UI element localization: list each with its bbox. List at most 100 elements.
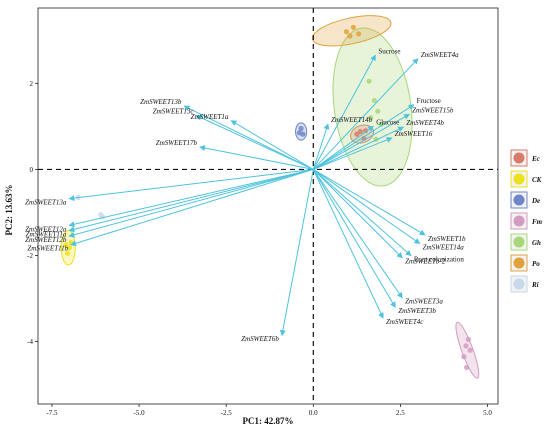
point-ec	[362, 128, 369, 134]
y-tick-label: 0	[30, 166, 34, 174]
x-axis-title: PC1: 42.87%	[243, 416, 294, 426]
loading-label-zmsweet6b: ZmSWEET6b	[241, 335, 279, 343]
loading-label-zmsweet1a: ZmSWEET1a	[191, 113, 229, 121]
point-gh	[371, 97, 377, 104]
loading-label-zmsweet13a: ZmSWEET13a	[25, 199, 67, 207]
point-fm	[467, 347, 473, 353]
point-ck	[63, 242, 69, 248]
loading-label-zmsweet13b: ZmSWEET13b	[140, 98, 182, 106]
loading-label-zmsweetb-2: ZmSWEETb-2	[405, 258, 446, 266]
x-tick-label: 5.0	[483, 409, 492, 417]
point-fm	[464, 364, 470, 371]
legend-item-po: Po	[510, 254, 540, 272]
loading-label-zmsweet14a: ZmSWEET14a	[423, 243, 465, 251]
y-axis-ticks: 2 0 -2 -4	[27, 80, 38, 346]
loading-label-zmsweet12b: ZmSWEET12b	[25, 236, 67, 244]
loading-arrow-zmsweet3b	[312, 169, 396, 309]
legend-swatch-po	[513, 257, 525, 269]
loading-label-zmsweet4a: ZmSWEET4a	[421, 51, 459, 59]
legend-item-gh: Gh	[510, 233, 541, 251]
loading-label-zmsweet1b: ZmSWEET1b	[428, 235, 466, 243]
loading-label-zmsweet11b: ZmSWEET11b	[27, 245, 68, 253]
loading-arrow-fructose	[313, 104, 415, 170]
x-tick-label: -5.0	[134, 409, 146, 417]
point-gh	[368, 115, 374, 121]
loading-label-zmsweet14b: ZmSWEET14b	[331, 116, 373, 124]
loading-arrow-zmsweet14a	[313, 169, 421, 245]
x-tick-label: 2.5	[396, 409, 405, 417]
x-tick-label: -2.5	[221, 409, 233, 417]
legend-item-ck: CK	[510, 170, 543, 188]
legend-label-fm: Fm	[532, 218, 543, 226]
loading-arrow-glucose	[313, 125, 375, 170]
loading-arrow-zmsweet11b	[70, 168, 314, 247]
legend-swatch-de	[513, 194, 525, 206]
loading-arrow-zmsweet13a	[68, 168, 314, 202]
point-gh	[366, 78, 372, 84]
legend-item-fm: Fm	[510, 212, 543, 230]
point-ec	[354, 131, 360, 137]
point-ck	[66, 245, 72, 251]
point-gh	[378, 121, 384, 127]
x-tick-label: 0.0	[309, 409, 318, 417]
loading-arrow-zmsweet6b	[279, 169, 314, 337]
legend-label-ck: CK	[532, 176, 543, 184]
loading-arrow-zmsweet13c	[195, 114, 314, 170]
loading-arrow-zmsweet16	[313, 137, 393, 170]
legend-swatch-ec	[513, 152, 525, 164]
legend-item-ri: Ri	[510, 275, 539, 293]
point-de	[298, 125, 304, 132]
loading-arrow-zmsweet12b	[68, 168, 314, 238]
legend-label-gh: Gh	[532, 239, 541, 247]
legend-swatch-gh	[513, 236, 525, 248]
loading-label-zmsweet3b: ZmSWEET3b	[398, 307, 436, 315]
point-ck	[65, 250, 71, 256]
loading-label-zmsweet12a: ZmSWEET12a	[25, 225, 67, 233]
point-gh	[375, 108, 381, 114]
loading-label-zmsweet4c: ZmSWEET4c	[386, 318, 424, 326]
loading-arrow-zmsweet17b	[199, 145, 314, 170]
plot-frame	[37, 7, 499, 405]
point-fm	[461, 354, 467, 360]
group-points	[63, 24, 473, 371]
loading-label-zmsweet17b: ZmSWEET17b	[156, 139, 198, 147]
point-po	[356, 31, 362, 37]
loading-arrow-zmsweet15b	[313, 113, 411, 170]
point-fm	[465, 336, 471, 343]
point-fm	[463, 343, 469, 349]
point-po	[343, 29, 350, 35]
loading-label-zmsweet4b: ZmSWEET4b	[406, 119, 444, 127]
loading-label-zmsweet3a: ZmSWEET3a	[405, 298, 443, 306]
loading-label-zmsweet15b: ZmSWEET15b	[412, 106, 454, 114]
x-tick-label: -7.5	[46, 409, 58, 417]
legend-label-ri: Ri	[531, 281, 539, 289]
y-tick-label: 2	[30, 80, 34, 88]
y-axis-title: PC2: 13.63%	[4, 185, 14, 236]
y-tick-label: -4	[27, 338, 33, 346]
loading-arrow-zmsweet4a	[312, 58, 419, 170]
loading-arrow-zmsweet14b	[312, 123, 330, 170]
loading-label-fructose: Fructose	[417, 97, 441, 105]
loading-arrow-zmsweetb-2	[312, 169, 403, 259]
reference-lines	[38, 8, 498, 404]
loading-label-root-colonization: Root colonization	[414, 256, 464, 264]
loading-label-zmsweet13c: ZmSWEET13c	[153, 108, 195, 116]
ellipse-po	[311, 15, 392, 47]
legend-label-ec: Ec	[531, 155, 540, 163]
loading-label-zmsweet16: ZmSWEET16	[395, 130, 433, 138]
legend-label-de: De	[531, 197, 540, 205]
y-tick-label: -2	[27, 252, 33, 260]
legend-item-ec: Ec	[510, 149, 540, 167]
legend-label-po: Po	[532, 260, 540, 268]
legend-swatch-ck	[513, 173, 525, 185]
loading-arrow-root-colonization	[312, 169, 412, 257]
loading-arrow-zmsweet13b	[183, 105, 314, 170]
loading-arrows	[68, 54, 426, 337]
loading-arrow-zmsweet3a	[312, 169, 403, 299]
loading-arrow-sucrose	[312, 54, 376, 170]
loading-arrow-zmsweet11a	[68, 168, 314, 233]
legend-swatch-ri	[513, 278, 525, 290]
legend: Ec CK De Fm Gh Po Ri	[510, 149, 543, 293]
